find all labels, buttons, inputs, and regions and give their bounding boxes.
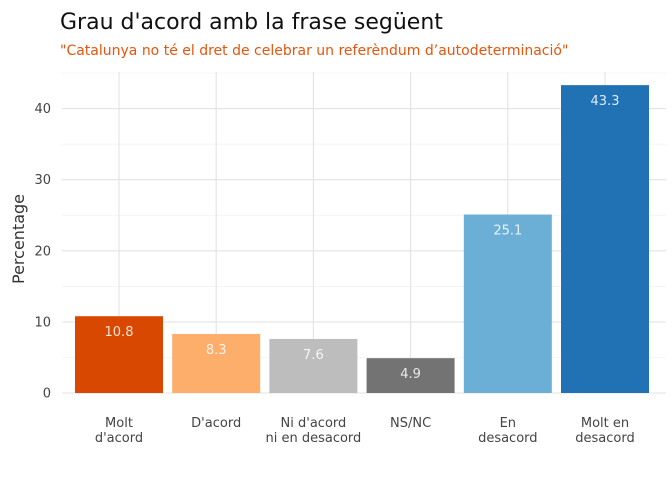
bars (75, 85, 649, 394)
y-axis-label: Percentage (9, 194, 28, 284)
x-tick-label: NS/NC (390, 416, 431, 431)
x-tick-label: ni en desacord (265, 431, 361, 446)
bar (366, 358, 455, 393)
bar (561, 85, 649, 394)
chart-subtitle: "Catalunya no té el dret de celebrar un … (60, 43, 568, 59)
y-tick-label: 40 (34, 102, 51, 117)
bar (463, 214, 552, 393)
y-tick-label: 0 (43, 387, 51, 402)
data-label: 7.6 (303, 348, 324, 363)
x-tick-label: Molt (105, 416, 133, 431)
chart-title: Grau d'acord amb la frase següent (60, 10, 443, 35)
x-tick-label: desacord (478, 431, 537, 446)
x-tick-label: Molt en (581, 416, 629, 431)
y-tick-label: 10 (34, 315, 51, 330)
x-tick-label: En (500, 416, 516, 431)
x-tick-label: desacord (575, 431, 634, 446)
data-labels: 10.8 8.3 7.6 4.9 25.1 43.3 (105, 94, 620, 382)
data-label: 8.3 (206, 343, 227, 358)
x-tick-label: D'acord (191, 416, 241, 431)
data-label: 25.1 (493, 224, 522, 239)
data-label: 43.3 (591, 94, 620, 109)
y-tick-label: 30 (34, 173, 51, 188)
x-tick-label: Ni d'acord (281, 416, 347, 431)
y-axis-ticks: 0 10 20 30 40 (34, 102, 51, 401)
bar (269, 338, 358, 393)
x-tick-label: d'acord (95, 431, 143, 446)
bar (172, 333, 261, 393)
data-label: 4.9 (400, 367, 421, 382)
bar (75, 316, 163, 393)
data-label: 10.8 (105, 325, 134, 340)
y-tick-label: 20 (34, 244, 51, 259)
